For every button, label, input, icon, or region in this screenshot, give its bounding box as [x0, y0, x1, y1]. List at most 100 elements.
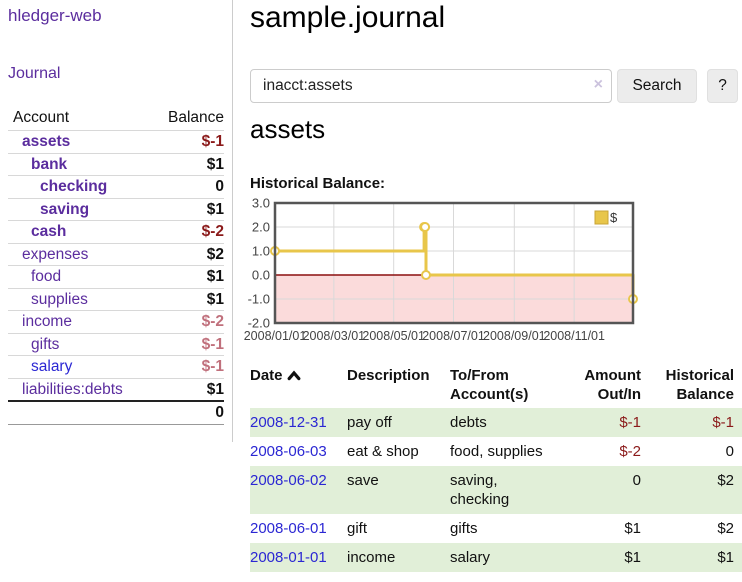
account-row: gifts $-1	[8, 332, 224, 356]
register-row: 2008-06-03 eat & shop food, supplies $-2 0	[250, 437, 742, 466]
account-row: bank $1	[8, 152, 224, 176]
account-balance: $1	[153, 287, 224, 311]
transaction-accounts: saving, checking	[450, 466, 548, 514]
transaction-date-link[interactable]: 2008-06-01	[250, 520, 327, 537]
transaction-accounts: salary	[450, 543, 548, 572]
nav-journal-link[interactable]: Journal	[8, 65, 61, 82]
accounts-total-spacer	[8, 400, 154, 425]
accounts-table: Account Balance assets $-1 bank $1 checking 0…	[8, 106, 224, 425]
register-header-accounts: To/From Account(s)	[450, 367, 529, 403]
account-balance: $1	[153, 152, 224, 176]
chart-title: Historical Balance:	[250, 175, 386, 192]
transaction-amount: $1	[624, 520, 641, 537]
account-link-cash[interactable]: cash	[31, 223, 67, 240]
transaction-description: pay off	[347, 408, 450, 437]
help-button[interactable]: ?	[707, 69, 738, 103]
account-link-food[interactable]: food	[31, 268, 62, 285]
x-tick-label: 2008/01/01	[244, 329, 307, 343]
account-row: liabilities:debts $1	[8, 377, 224, 401]
y-tick-label: 3.0	[252, 196, 270, 211]
transaction-date-cell: 2008-06-03	[250, 437, 347, 466]
account-link-gifts[interactable]: gifts	[31, 335, 60, 353]
account-link-income[interactable]: income	[22, 313, 72, 330]
register-header-amount: Amount Out/In	[584, 367, 641, 403]
y-tick-label: 2.0	[252, 220, 270, 235]
sort-ascending-icon	[287, 367, 301, 386]
account-name-cell: saving	[8, 197, 154, 221]
y-tick-label: -1.0	[248, 292, 270, 307]
main-content: sample.journal × Search ? assets Histori…	[244, 0, 742, 582]
transaction-amount: 0	[548, 466, 645, 514]
search-box: ×	[250, 69, 612, 103]
register-table: Date Description To/From Account(s) Amou…	[250, 362, 742, 572]
transaction-description: eat & shop	[347, 443, 419, 460]
transaction-balance: $2	[645, 466, 742, 514]
account-balance: $1	[153, 197, 224, 221]
chart-marker	[420, 222, 431, 232]
chart-border	[273, 201, 635, 325]
account-name-cell: checking	[8, 175, 154, 198]
transaction-accounts: food, supplies	[450, 443, 543, 460]
account-link-assets[interactable]: assets	[22, 133, 71, 150]
account-row: assets $-1	[8, 130, 224, 153]
transaction-description: income	[347, 543, 450, 572]
transaction-date-cell: 2008-01-01	[250, 543, 347, 572]
search-button[interactable]: Search	[617, 69, 697, 103]
register-row: 2008-06-02 save saving, checking 0 $2	[250, 466, 742, 514]
account-name-cell: food	[8, 265, 154, 288]
x-tick-label: 2008/11/01	[543, 329, 605, 343]
account-link-salary[interactable]: salary	[31, 358, 73, 375]
transaction-date-link[interactable]: 2008-06-03	[250, 443, 327, 460]
account-balance: 0	[153, 175, 224, 198]
transaction-date-cell: 2008-06-02	[250, 466, 347, 514]
account-link-supplies[interactable]: supplies	[31, 290, 88, 308]
transaction-balance: $2	[717, 520, 734, 537]
account-name-cell: cash	[8, 220, 154, 243]
account-link-checking[interactable]: checking	[40, 178, 108, 195]
chart-canvas: $3.0 2.0 1.0 0.0 -1.0 -2.02008/01/012008/03/0…	[244, 196, 638, 343]
clear-search-icon[interactable]: ×	[593, 76, 603, 93]
page-title: sample.journal	[250, 1, 446, 34]
account-balance: $1	[153, 377, 224, 401]
register-header-description: Description	[347, 367, 430, 384]
transaction-accounts: gifts	[450, 520, 478, 537]
register-header-date[interactable]: Date	[250, 362, 347, 408]
account-name-cell: income	[8, 310, 154, 333]
account-link-liabilities-debts[interactable]: liabilities:debts	[22, 380, 123, 398]
account-row: expenses $2	[8, 242, 224, 266]
y-tick-label: -2.0	[248, 316, 270, 331]
register-row: 2008-12-31 pay off debts $-1 $-1	[250, 408, 742, 437]
account-name-cell: expenses	[8, 242, 154, 266]
register-header-row: Date Description To/From Account(s) Amou…	[250, 362, 742, 408]
y-tick-label: 1.0	[252, 244, 270, 259]
transaction-description: gift	[347, 520, 368, 537]
x-tick-label: 2008/05/01	[362, 329, 425, 343]
account-link-expenses[interactable]: expenses	[22, 245, 89, 263]
account-row: salary $-1	[8, 355, 224, 378]
transaction-amount: $-1	[548, 408, 645, 437]
account-heading: assets	[250, 114, 326, 144]
y-tick-label: 0.0	[252, 268, 270, 283]
account-balance: $-1	[153, 130, 224, 153]
account-link-saving[interactable]: saving	[40, 200, 90, 218]
transaction-date-link[interactable]: 2008-01-01	[250, 549, 327, 566]
account-balance: $-2	[153, 310, 224, 333]
transaction-balance: $1	[645, 543, 742, 572]
transaction-date-cell: 2008-12-31	[250, 408, 347, 437]
accounts-header-account: Account	[13, 109, 70, 126]
account-balance: $2	[153, 242, 224, 266]
transaction-date-link[interactable]: 2008-12-31	[250, 414, 327, 431]
x-tick-label: 2008/07/01	[422, 329, 485, 343]
account-name-cell: salary	[8, 355, 154, 378]
transaction-amount: $-2	[619, 443, 641, 460]
search-input[interactable]	[250, 69, 612, 103]
account-balance: $-1	[153, 332, 224, 356]
transaction-date-link[interactable]: 2008-06-02	[250, 472, 327, 489]
app-title-link[interactable]: hledger-web	[8, 6, 102, 25]
transaction-amount: $1	[548, 543, 645, 572]
account-name-cell: supplies	[8, 287, 154, 311]
historical-balance-chart: $3.0 2.0 1.0 0.0 -1.0 -2.0 2008/01/01 2008/03/0…	[243, 196, 643, 350]
account-row: food $1	[8, 265, 224, 288]
account-link-bank[interactable]: bank	[31, 155, 68, 173]
